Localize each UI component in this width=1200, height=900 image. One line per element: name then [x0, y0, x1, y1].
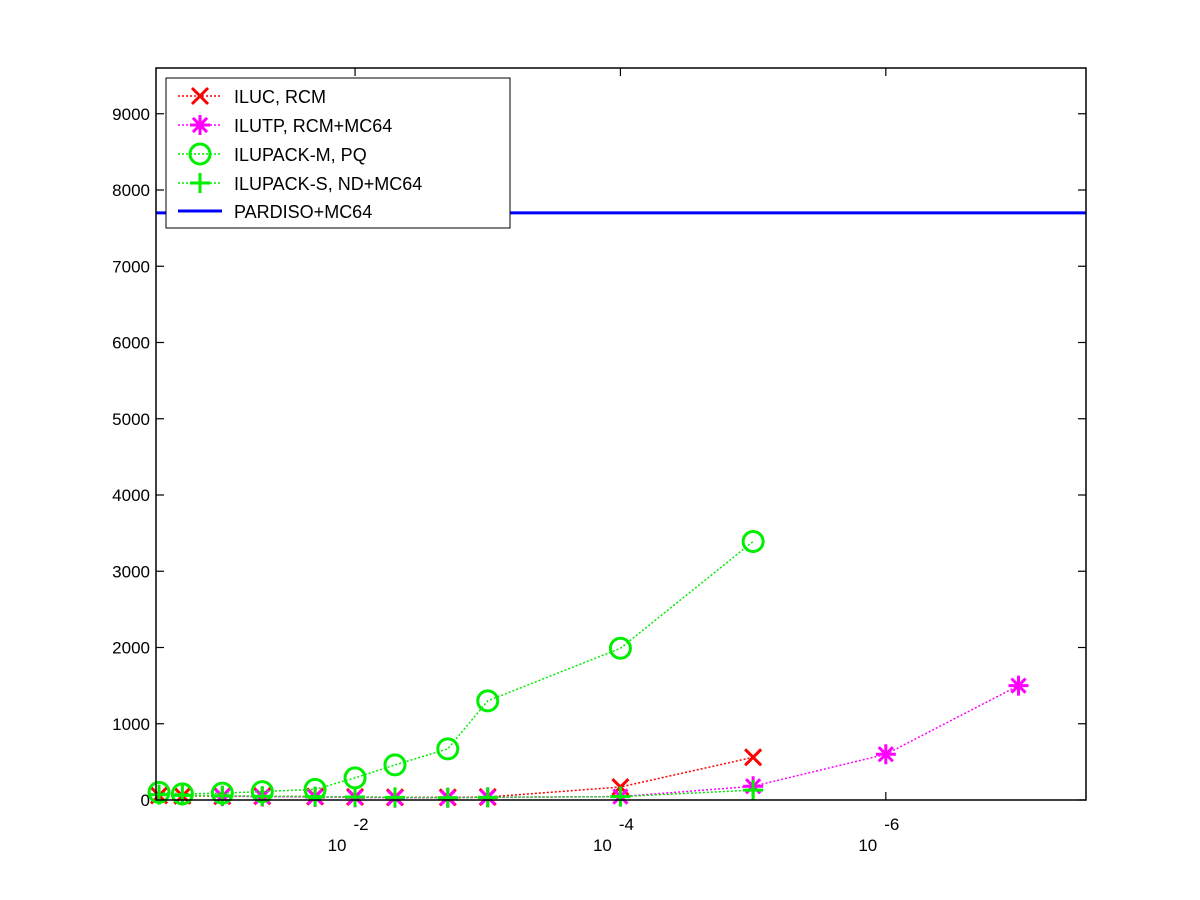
- legend-label-pardiso-mc64: PARDISO+MC64: [234, 202, 372, 222]
- series-line-ilupack-m-pq: [158, 540, 754, 795]
- y-tick-label: 5000: [112, 410, 150, 429]
- y-tick-label: 4000: [112, 486, 150, 505]
- data-point-ilupack-s-nd-mc64: [172, 785, 193, 806]
- data-point-ilupack-s-nd-mc64: [477, 787, 498, 808]
- data-point-ilupack-m-pq: [476, 689, 500, 713]
- legend-marker-ilupack-m-pq: [188, 142, 212, 166]
- data-point-ilutp-rcm-mc64: [875, 744, 896, 765]
- y-tick-label: 3000: [112, 562, 150, 581]
- legend-marker-ilupack-s-nd-mc64: [190, 173, 210, 193]
- legend-entry-ilupack-s-nd-mc64: ILUPACK-S, ND+MC64: [178, 173, 422, 194]
- legend-marker-iluc-rcm: [190, 86, 210, 106]
- y-tick-label: 1000: [112, 715, 150, 734]
- data-point-ilupack-s-nd-mc64: [149, 784, 170, 805]
- legend-entry-ilutp-rcm-mc64: ILUTP, RCM+MC64: [178, 115, 392, 136]
- y-tick-label: 6000: [112, 334, 150, 353]
- data-point-ilupack-s-nd-mc64: [437, 787, 458, 808]
- data-point-ilupack-m-pq: [741, 530, 765, 554]
- y-tick-label: 7000: [112, 257, 150, 276]
- x-tick-label-exponent: -6: [884, 815, 899, 834]
- data-point-ilupack-s-nd-mc64: [252, 786, 273, 807]
- axes-frame: [155, 67, 1087, 801]
- data-point-ilupack-s-nd-mc64: [345, 786, 366, 807]
- y-tick-label: 2000: [112, 639, 150, 658]
- legend-entry-pardiso-mc64: PARDISO+MC64: [178, 202, 372, 222]
- legend-label-ilupack-m-pq: ILUPACK-M, PQ: [234, 145, 367, 165]
- x-tick-label-exponent: -4: [619, 815, 634, 834]
- data-point-ilupack-m-pq: [608, 636, 632, 660]
- y-tick-label: 0: [141, 791, 150, 810]
- x-tick-label-base: 10: [328, 836, 347, 855]
- data-point-ilupack-s-nd-mc64: [212, 785, 233, 806]
- series-ilupack-s-nd-mc64: [149, 780, 764, 808]
- data-point-ilutp-rcm-mc64: [1008, 675, 1029, 696]
- data-point-ilupack-s-nd-mc64: [305, 786, 326, 807]
- data-point-iluc-rcm: [744, 748, 763, 767]
- x-tick-label-exponent: -2: [353, 815, 368, 834]
- legend-symbol-ilutp-rcm-mc64: [190, 115, 210, 135]
- data-point-ilupack-s-nd-mc64: [384, 787, 405, 808]
- data-point-ilupack-s-nd-mc64: [610, 786, 631, 807]
- data-point-ilupack-m-pq: [383, 753, 407, 777]
- x-tick-label-base: 10: [858, 836, 877, 855]
- legend-label-ilupack-s-nd-mc64: ILUPACK-S, ND+MC64: [234, 174, 422, 194]
- legend: ILUC, RCM ILUTP, RCM+MC64 ILUPACK-M, PQ …: [165, 77, 511, 229]
- data-point-ilupack-s-nd-mc64: [743, 780, 764, 801]
- legend-marker-ilutp-rcm-mc64: [190, 115, 210, 135]
- legend-entry-iluc-rcm: ILUC, RCM: [178, 86, 326, 107]
- legend-box: [165, 77, 511, 229]
- legend-symbol-ilupack-m-pq: [188, 142, 212, 166]
- y-tick-label: 8000: [112, 181, 150, 200]
- legend-label-ilutp-rcm-mc64: ILUTP, RCM+MC64: [234, 116, 392, 136]
- x-tick-label-base: 10: [593, 836, 612, 855]
- legend-label-iluc-rcm: ILUC, RCM: [234, 87, 326, 107]
- legend-symbol-iluc-rcm: [190, 86, 210, 106]
- y-tick-label: 9000: [112, 105, 150, 124]
- legend-symbol-ilupack-s-nd-mc64: [190, 173, 210, 193]
- data-point-ilupack-m-pq: [436, 737, 460, 761]
- axis-ticks: 010002000300040005000600070008000900010-…: [112, 68, 1086, 855]
- legend-entry-ilupack-m-pq: ILUPACK-M, PQ: [178, 142, 367, 166]
